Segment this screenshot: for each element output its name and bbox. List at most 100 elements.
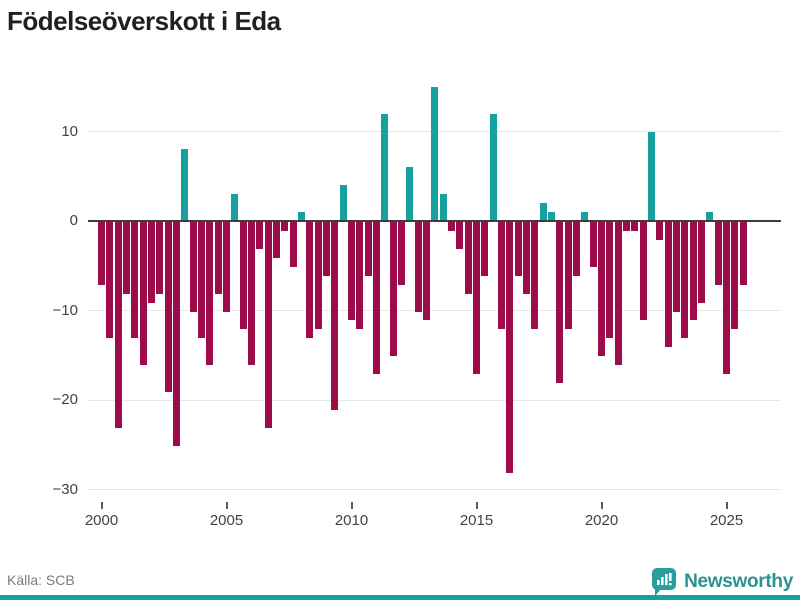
bar-negative (689, 222, 697, 321)
newsworthy-wordmark: Newsworthy (684, 571, 793, 592)
bar-negative (731, 222, 739, 330)
grid-line (88, 310, 781, 311)
bar-positive (339, 185, 347, 221)
bar-negative (681, 222, 689, 339)
grid-line (88, 489, 781, 490)
bar-negative (373, 222, 380, 375)
bar-negative (389, 222, 397, 357)
bar-negative (614, 222, 622, 366)
x-tick (100, 502, 103, 509)
x-tick-label: 2010 (334, 512, 369, 529)
bar-negative (173, 222, 180, 446)
bar-positive (581, 212, 589, 221)
bar-negative (573, 222, 580, 276)
bar-negative (106, 222, 114, 339)
bar-negative (131, 222, 139, 339)
bar-negative (273, 222, 280, 258)
bar-negative (514, 222, 522, 276)
bar-negative (448, 222, 455, 231)
bar-negative (148, 222, 155, 303)
bar-negative (314, 222, 322, 330)
bar-positive (431, 86, 439, 222)
bar-positive (648, 131, 655, 221)
bar-negative (556, 222, 564, 384)
y-tick-label: −10 (52, 301, 78, 319)
bar-negative (323, 222, 330, 276)
bar-negative (606, 222, 614, 339)
chart-title: Födelseöverskott i Eda (7, 6, 281, 36)
bar-negative (714, 222, 722, 285)
x-tick (475, 502, 478, 509)
y-tick-label: 0 (69, 212, 78, 229)
bar-positive (406, 167, 414, 221)
bar-positive (231, 194, 239, 221)
x-tick-label: 2005 (209, 512, 244, 529)
bar-negative (564, 222, 572, 330)
bar-negative (364, 222, 372, 276)
y-tick-label: −30 (52, 480, 78, 498)
bar-negative (189, 222, 197, 312)
bar-positive (706, 212, 714, 221)
y-tick-label: 10 (61, 122, 78, 140)
x-tick (225, 502, 228, 509)
bar-negative (214, 222, 222, 294)
bar-positive (298, 212, 305, 221)
bar-negative (348, 222, 355, 321)
newsworthy-badge-icon (651, 567, 677, 597)
bar-negative (498, 222, 505, 330)
brand-bottom-border (0, 595, 800, 600)
bar-negative (506, 222, 514, 473)
bar-positive (539, 203, 547, 221)
newsworthy-logo[interactable]: Newsworthy (651, 568, 793, 596)
bar-negative (398, 222, 405, 285)
bar-negative (673, 222, 680, 312)
bar-negative (248, 222, 255, 366)
bar-positive (181, 149, 189, 221)
bar-negative (464, 222, 472, 294)
bar-positive (489, 113, 497, 221)
bar-negative (414, 222, 422, 312)
bar-negative (598, 222, 605, 357)
bar-negative (531, 222, 539, 330)
bar-negative (198, 222, 205, 339)
x-tick-label: 2000 (84, 512, 119, 529)
bar-negative (289, 222, 297, 267)
bar-negative (623, 222, 630, 231)
grid-line (88, 399, 781, 401)
bar-negative (664, 222, 672, 348)
bar-negative (473, 222, 480, 375)
bar-negative (589, 222, 597, 267)
x-tick (600, 502, 603, 509)
x-tick (350, 502, 353, 509)
bar-negative (656, 222, 664, 240)
plot-area: 10 0 −10 −20 −30 2000 2005 2010 2015 2020 2025 (52, 86, 781, 529)
bar-positive (439, 194, 447, 221)
x-tick-label: 2020 (584, 512, 619, 529)
bar-negative (306, 222, 314, 339)
zero-line (88, 220, 781, 222)
bar-positive (548, 212, 555, 221)
bar-negative (223, 222, 230, 312)
bar-negative (481, 222, 489, 276)
bar-negative (114, 222, 122, 428)
bar-negative (331, 222, 339, 410)
bar-negative (456, 222, 464, 249)
bar-negative (256, 222, 264, 249)
bar-positive (381, 113, 389, 221)
bar-negative (139, 222, 147, 366)
bar-negative (156, 222, 164, 294)
bar-negative (698, 222, 705, 303)
bar-negative (98, 222, 105, 285)
source-label: Källa: SCB (7, 572, 75, 588)
bar-negative (239, 222, 247, 330)
x-tick (725, 502, 728, 509)
bar-negative (206, 222, 214, 366)
bar-negative (423, 222, 430, 321)
bar-negative (639, 222, 647, 321)
bar-negative (739, 222, 747, 285)
bar-negative (264, 222, 272, 428)
bar-negative (523, 222, 530, 294)
x-tick-label: 2015 (459, 512, 494, 529)
bar-negative (723, 222, 730, 375)
